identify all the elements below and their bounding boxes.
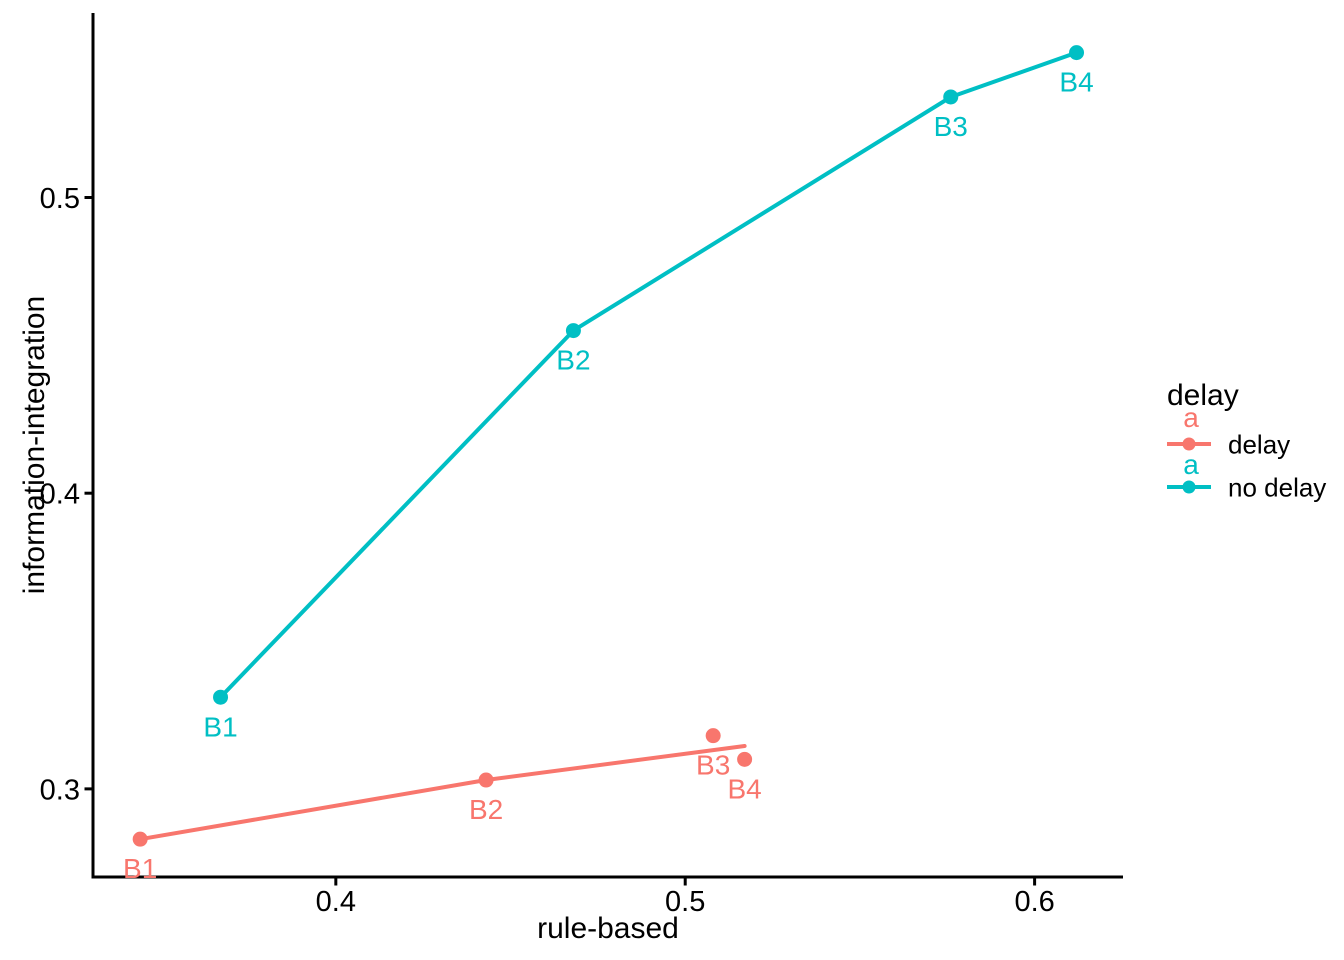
x-tick-label: 0.6	[1014, 886, 1054, 918]
data-point-delay-B1	[132, 831, 148, 847]
data-point-no-delay-B1	[213, 689, 229, 705]
point-label-no-delay-B2: B2	[556, 345, 590, 376]
legend-glyph-no-delay: a	[1183, 449, 1199, 480]
legend-title: delay	[1167, 379, 1239, 412]
x-tick-label: 0.5	[665, 886, 705, 918]
y-tick-label: 0.5	[40, 183, 80, 215]
y-tick-label: 0.4	[40, 479, 80, 511]
legend-key-point-delay	[1182, 437, 1196, 451]
y-axis-title: information-integration	[18, 296, 51, 595]
data-point-delay-B3	[705, 728, 721, 744]
point-label-no-delay-B4: B4	[1059, 67, 1093, 98]
point-label-delay-B3: B3	[696, 750, 730, 781]
x-tick-label: 0.4	[316, 886, 356, 918]
point-label-delay-B2: B2	[469, 794, 503, 825]
data-point-delay-B4	[737, 751, 753, 767]
x-axis-title: rule-based	[537, 912, 679, 945]
data-point-no-delay-B2	[565, 323, 581, 339]
series-line-no-delay	[218, 50, 1079, 700]
data-point-no-delay-B4	[1069, 45, 1085, 61]
legend-label-delay: delay	[1228, 429, 1290, 459]
point-label-no-delay-B1: B1	[203, 711, 237, 742]
series-line-delay	[138, 744, 747, 842]
data-point-no-delay-B3	[943, 89, 959, 105]
legend-key-point-no-delay	[1182, 480, 1196, 494]
data-point-delay-B2	[478, 772, 494, 788]
point-label-no-delay-B3: B3	[934, 111, 968, 142]
legend-label-no-delay: no delay	[1228, 472, 1326, 502]
legend-glyph-delay: a	[1183, 402, 1199, 433]
point-label-delay-B1: B1	[123, 853, 157, 884]
point-label-delay-B4: B4	[727, 773, 761, 804]
y-tick-label: 0.3	[40, 774, 80, 806]
